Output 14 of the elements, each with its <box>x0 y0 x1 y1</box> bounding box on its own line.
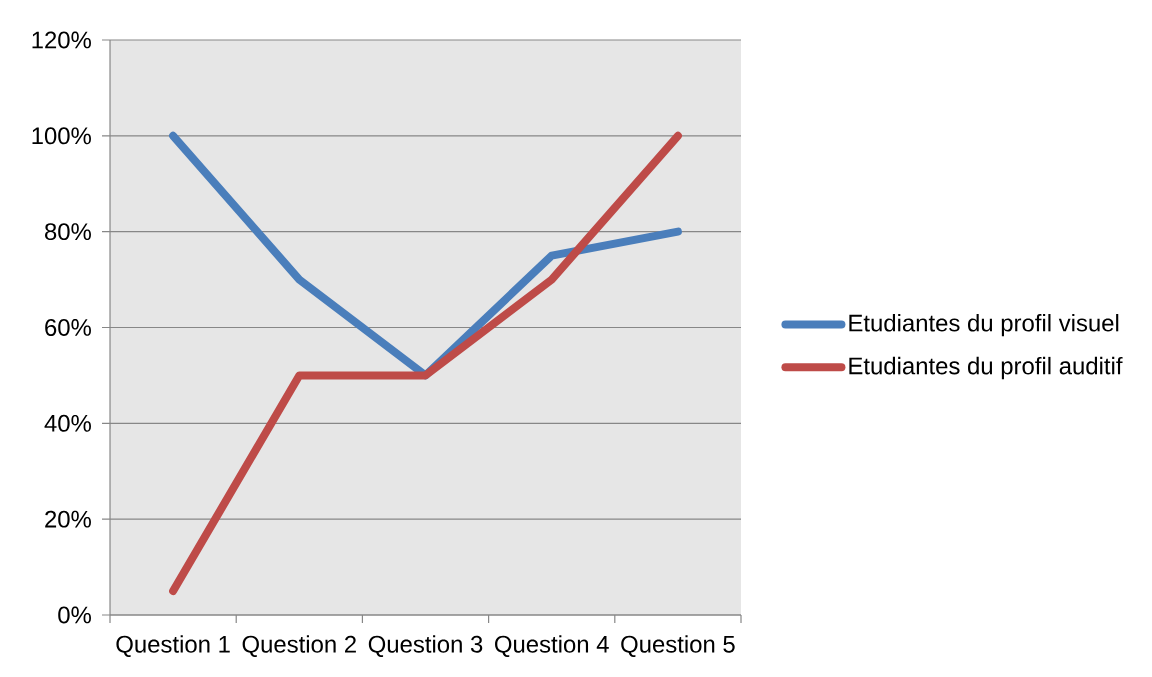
x-tick-label: Question 2 <box>242 635 356 657</box>
x-tick-label: Question 3 <box>368 635 483 657</box>
y-tick-label: 100% <box>32 127 91 145</box>
y-tick-label: 0% <box>58 606 91 624</box>
x-tick-label: Question 1 <box>116 635 230 657</box>
y-tick-label: 80% <box>45 223 91 241</box>
x-tick-label: Question 5 <box>621 635 735 657</box>
y-tick-label: 60% <box>45 319 91 336</box>
legend-label: Etudiantes du profil auditif <box>849 356 1123 380</box>
x-tick-label: Question 4 <box>495 635 609 657</box>
y-tick-label: 120% <box>32 31 91 49</box>
y-tick-label: 20% <box>45 510 91 528</box>
y-tick-label: 40% <box>44 414 91 432</box>
legend-label: Etudiantes du profil visuel <box>849 313 1119 337</box>
